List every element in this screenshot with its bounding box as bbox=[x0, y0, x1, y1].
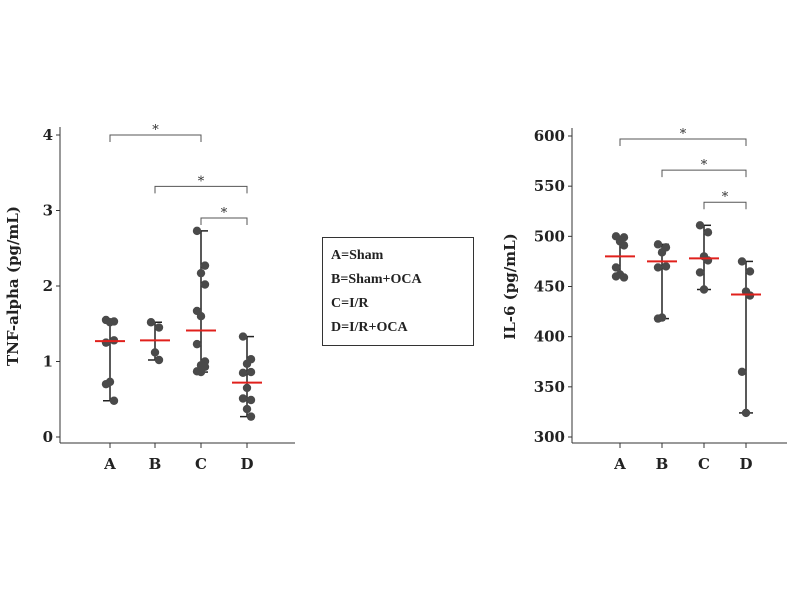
data-point bbox=[154, 323, 164, 332]
y-tick-label: 550 bbox=[534, 177, 565, 195]
x-tick-label: A bbox=[103, 455, 116, 473]
data-point bbox=[611, 263, 621, 272]
data-point bbox=[737, 367, 747, 376]
data-point bbox=[699, 285, 709, 294]
significance-star: * bbox=[221, 206, 228, 221]
data-point bbox=[611, 272, 621, 281]
data-point bbox=[246, 367, 256, 377]
y-tick-label: 350 bbox=[534, 378, 565, 396]
data-point bbox=[154, 355, 164, 365]
x-tick-label: C bbox=[195, 455, 207, 473]
significance-bracket bbox=[619, 138, 747, 147]
chart-panel-2: 300 350 400 450 500 550 600 IL-6 (pg/mL) A B C D * * * bbox=[501, 127, 787, 473]
data-point bbox=[695, 268, 705, 277]
significance-star: * bbox=[152, 123, 159, 138]
data-point bbox=[238, 394, 248, 403]
data-point bbox=[238, 332, 248, 341]
y-tick-label: 0 bbox=[43, 428, 53, 446]
data-point bbox=[200, 280, 210, 289]
data-point bbox=[246, 395, 256, 405]
data-point bbox=[196, 268, 206, 278]
significance-bracket bbox=[109, 134, 202, 142]
significance-star: * bbox=[680, 127, 687, 142]
significance-bracket bbox=[154, 185, 248, 194]
legend: A=Sham B=Sham+OCA C=I/R D=I/R+OCA bbox=[322, 237, 474, 346]
significance-star: * bbox=[722, 190, 729, 205]
significance-bracket bbox=[703, 201, 747, 210]
chart-panel-1: 0 1 2 3 4 TNF-alpha (pg/mL) A B C D * * * bbox=[4, 123, 295, 473]
data-point bbox=[657, 248, 667, 257]
significance-bracket bbox=[200, 217, 248, 226]
y-tick-label: 1 bbox=[43, 353, 53, 371]
x-tick-label: D bbox=[739, 455, 752, 473]
data-point bbox=[109, 396, 119, 405]
x-tick-label: D bbox=[240, 455, 253, 473]
y-tick-label: 600 bbox=[534, 127, 565, 145]
data-point bbox=[745, 291, 755, 300]
data-point bbox=[101, 338, 111, 347]
data-point bbox=[246, 412, 256, 421]
data-point bbox=[105, 318, 115, 327]
data-point bbox=[619, 241, 629, 250]
x-tick-label: A bbox=[613, 455, 626, 473]
data-point bbox=[242, 383, 252, 393]
data-point bbox=[196, 367, 206, 377]
data-point bbox=[653, 263, 663, 272]
x-tick-label: C bbox=[698, 455, 710, 473]
data-point bbox=[150, 348, 160, 357]
x-tick-label: B bbox=[149, 455, 162, 473]
legend-item-c: C=I/R bbox=[331, 296, 369, 311]
data-point bbox=[192, 339, 202, 349]
y-tick-label: 4 bbox=[43, 126, 53, 144]
data-point bbox=[737, 257, 747, 266]
data-point bbox=[242, 359, 252, 368]
legend-item-a: A=Sham bbox=[331, 248, 384, 263]
legend-item-d: D=I/R+OCA bbox=[331, 320, 408, 335]
x-tick-label: B bbox=[656, 455, 669, 473]
data-point bbox=[196, 312, 206, 321]
data-point bbox=[101, 379, 111, 389]
y-tick-label: 3 bbox=[43, 202, 53, 220]
y-tick-label: 450 bbox=[534, 278, 565, 296]
y-tick-label: 300 bbox=[534, 428, 565, 446]
y-tick-label: 2 bbox=[43, 277, 53, 295]
data-point bbox=[695, 221, 705, 230]
data-point bbox=[619, 273, 629, 282]
data-point bbox=[242, 404, 252, 414]
data-point bbox=[745, 267, 755, 276]
y-tick-label: 500 bbox=[534, 227, 565, 245]
data-point bbox=[200, 261, 210, 270]
data-point bbox=[192, 226, 202, 236]
significance-star: * bbox=[198, 174, 205, 189]
data-point bbox=[661, 262, 671, 271]
y-tick-label: 400 bbox=[534, 328, 565, 346]
data-point bbox=[653, 240, 663, 249]
significance-bracket bbox=[661, 169, 747, 178]
y-axis-label: TNF-alpha (pg/mL) bbox=[4, 206, 22, 366]
data-point bbox=[741, 408, 751, 418]
significance-star: * bbox=[701, 158, 708, 173]
legend-item-b: B=Sham+OCA bbox=[331, 272, 422, 287]
data-point bbox=[238, 368, 248, 378]
y-axis-label: IL-6 (pg/mL) bbox=[501, 233, 519, 340]
data-point bbox=[146, 318, 156, 327]
data-point bbox=[653, 314, 663, 323]
data-point bbox=[703, 228, 713, 237]
